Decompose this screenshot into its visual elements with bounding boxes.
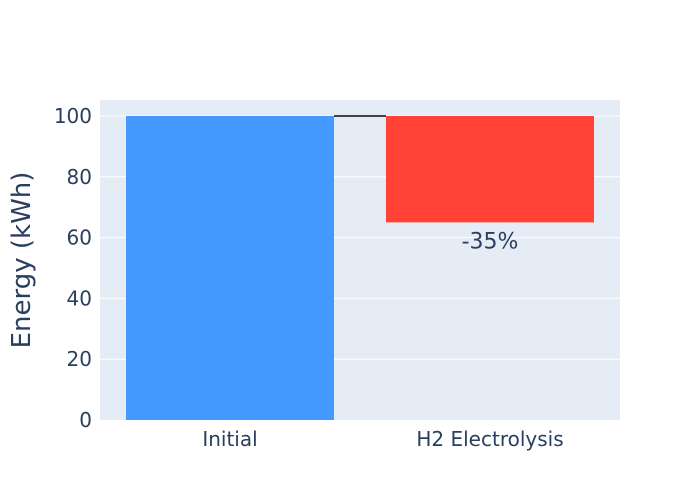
y-axis-ticks: 0 20 40 60 80 100 <box>54 104 92 432</box>
y-axis-title: Energy (kWh) <box>7 172 37 349</box>
y-tick-label: 0 <box>79 408 92 432</box>
bars <box>126 116 594 420</box>
y-tick-label: 80 <box>67 165 92 189</box>
y-tick-label: 60 <box>67 226 92 250</box>
x-axis-ticks: Initial H2 Electrolysis <box>202 427 563 451</box>
data-labels: -35% <box>462 229 519 254</box>
y-tick-label: 100 <box>54 104 92 128</box>
bar-h2-electrolysis <box>386 116 594 223</box>
y-tick-label: 20 <box>67 347 92 371</box>
bar-initial <box>126 116 334 420</box>
x-tick-label: H2 Electrolysis <box>416 427 563 451</box>
y-tick-label: 40 <box>67 286 92 310</box>
x-tick-label: Initial <box>202 427 257 451</box>
data-label: -35% <box>462 229 519 254</box>
